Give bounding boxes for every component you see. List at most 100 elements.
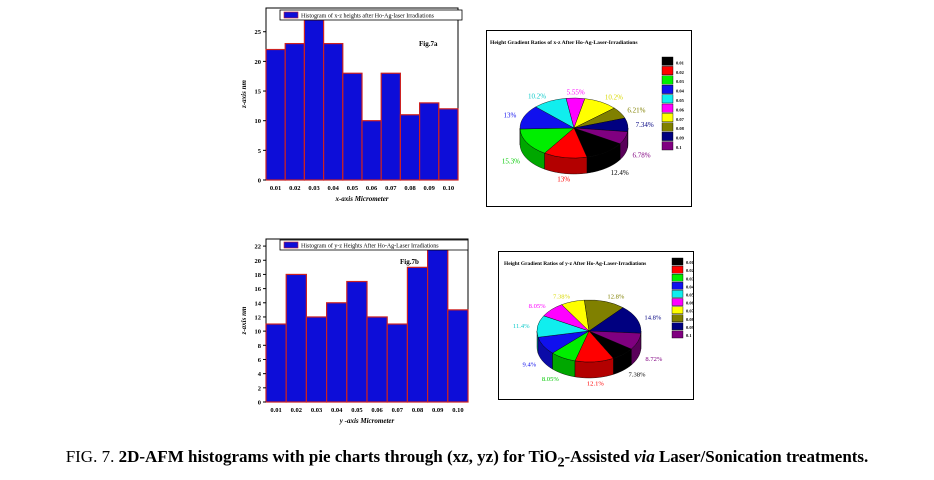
caption-prefix: FIG. 7.: [65, 447, 115, 466]
x-tick-label: 0.09: [424, 185, 436, 192]
caption-bold-a: 2D-AFM histograms with pie charts throug…: [118, 447, 558, 466]
y-tick-label: 4: [258, 371, 262, 378]
y-tick-label: 18: [255, 272, 262, 279]
bar-0.03: [305, 316, 328, 403]
x-tick-label: 0.05: [351, 407, 363, 414]
legend-label: Histogram of x-z heights after Ho-Ag-las…: [301, 13, 435, 20]
legend-label-0.07: 0.07: [676, 117, 685, 122]
legend-swatch-0.01: [661, 56, 674, 66]
pie-label-0.02: 12.1%: [587, 381, 605, 388]
y-tick-label: 16: [255, 286, 262, 293]
x-tick-label: 0.08: [404, 185, 416, 192]
legend-swatch-0.03: [661, 75, 674, 85]
histogram-yz-chart: 0 2 4 6 8 10 12 14 16 18 20 22 0.01 0.02 0.03 0.04 0.05 0…: [240, 238, 469, 425]
bar-0.04: [325, 302, 348, 403]
legend-label-0.06: 0.06: [686, 301, 694, 306]
legend-label-0.05: 0.05: [676, 98, 685, 103]
legend-swatch-0.09: [661, 131, 674, 141]
legend-swatch-0.1: [671, 330, 684, 339]
legend-swatch-0.02: [661, 66, 674, 76]
figure-annotation: Fig.7a: [419, 40, 438, 48]
legend-label-0.1: 0.1: [686, 333, 692, 338]
pie-label-0.06: 5.55%: [567, 89, 585, 97]
bar-0.08: [399, 114, 421, 181]
pie-chart-xz: Height Gradient Ratios of x-z After Ho-A…: [486, 30, 692, 207]
pie-slice-0.1: [588, 330, 642, 350]
bar-0.02: [285, 273, 308, 403]
legend-label-0.04: 0.04: [676, 89, 685, 94]
pie-label-0.01: 12.4%: [611, 169, 629, 177]
histogram-xz-chart: 0 5 10 15 20 25 0.01 0.02 0.03 0.04 0.05 0.06 0.07 0.…: [240, 7, 463, 203]
x-tick-label: 0.04: [328, 185, 340, 192]
legend-label-0.06: 0.06: [676, 107, 685, 112]
pie-label-0.09: 14.8%: [644, 315, 662, 322]
x-tick-label: 0.07: [385, 185, 397, 192]
legend-label-0.02: 0.02: [686, 268, 694, 273]
pie-label-0.06: 8.05%: [529, 303, 547, 310]
legend-swatch-0.07: [661, 113, 674, 123]
pie-label-0.01: 7.38%: [629, 372, 647, 379]
legend-label-0.08: 0.08: [686, 317, 694, 322]
x-tick-label: 0.08: [412, 407, 424, 414]
bar-0.10: [438, 108, 459, 181]
legend-box: [279, 9, 463, 21]
x-tick-label: 0.10: [452, 407, 463, 414]
pie-slice-0.09: [588, 307, 642, 334]
legend-label-0.09: 0.09: [676, 136, 685, 141]
y-tick-label: 8: [258, 343, 262, 350]
y-axis-label: z-axis nm: [240, 80, 248, 109]
legend-swatch: [283, 11, 299, 19]
pie-label-0.07: 7.38%: [553, 294, 571, 301]
x-tick-label: 0.02: [291, 407, 302, 414]
legend-swatch-0.06: [661, 103, 674, 113]
x-tick-label: 0.10: [443, 185, 454, 192]
bar-0.05: [342, 72, 363, 181]
legend-swatch-0.07: [671, 306, 684, 314]
pie-label-0.07: 10.2%: [605, 94, 623, 102]
pie-panel-border: [486, 30, 692, 207]
pie-label-0.04: 13%: [503, 112, 516, 120]
legend-label-0.04: 0.04: [686, 284, 694, 289]
pie-slice-0.03: [519, 127, 575, 154]
legend-swatch-0.09: [671, 322, 684, 331]
pie-label-0.02: 13%: [557, 175, 570, 183]
y-tick-label: 22: [255, 244, 262, 251]
bar-0.09: [427, 245, 449, 403]
y-tick-label: 14: [255, 300, 262, 307]
x-axis-label: y -axis Micrometer: [339, 417, 395, 425]
legend-label-0.03: 0.03: [686, 276, 694, 281]
legend-label-0.02: 0.02: [676, 70, 685, 75]
y-tick-label: 0: [258, 400, 261, 407]
pie-label-0.04: 9.4%: [523, 361, 537, 368]
caption-italic: via: [633, 447, 655, 466]
x-tick-label: 0.07: [392, 407, 404, 414]
pie-label-0.05: 10.2%: [528, 93, 546, 101]
legend-label-0.07: 0.07: [686, 309, 694, 314]
legend-box: [279, 239, 469, 251]
caption-bold-c: Laser/Sonication treatments.: [654, 447, 869, 466]
legend-swatch-0.05: [661, 94, 674, 104]
y-tick-label: 0: [258, 178, 261, 185]
legend-label: Histogram of y-z Heights After Ho-Ag-Las…: [301, 243, 439, 250]
legend-label-0.01: 0.01: [676, 60, 685, 65]
bar-0.01: [265, 48, 286, 181]
pie-label-0.03: 8.05%: [542, 376, 560, 383]
legend-label-0.08: 0.08: [676, 126, 685, 131]
bar-0.04: [322, 42, 344, 181]
pie-label-0.03: 15.3%: [502, 157, 520, 165]
bar-0.06: [366, 316, 388, 403]
pie-title: Height Gradient Ratios of x-z After Ho-A…: [490, 40, 638, 46]
pie-label-0.1: 8.72%: [645, 356, 663, 363]
y-tick-label: 6: [258, 357, 262, 364]
bar-0.10: [447, 309, 469, 403]
x-tick-label: 0.03: [311, 407, 323, 414]
x-tick-label: 0.06: [371, 407, 383, 414]
legend-swatch-0.04: [661, 85, 674, 94]
x-axis-label: x-axis Micrometer: [334, 195, 388, 203]
legend-label-0.03: 0.03: [676, 79, 685, 84]
bar-0.06: [361, 120, 382, 181]
legend-label-0.05: 0.05: [686, 293, 694, 298]
legend-swatch-0.06: [671, 298, 684, 306]
pie-chart-yz: Height Gradient Ratios of y-z After Ho-A…: [498, 251, 694, 400]
figure-annotation: Fig.7b: [400, 258, 419, 266]
